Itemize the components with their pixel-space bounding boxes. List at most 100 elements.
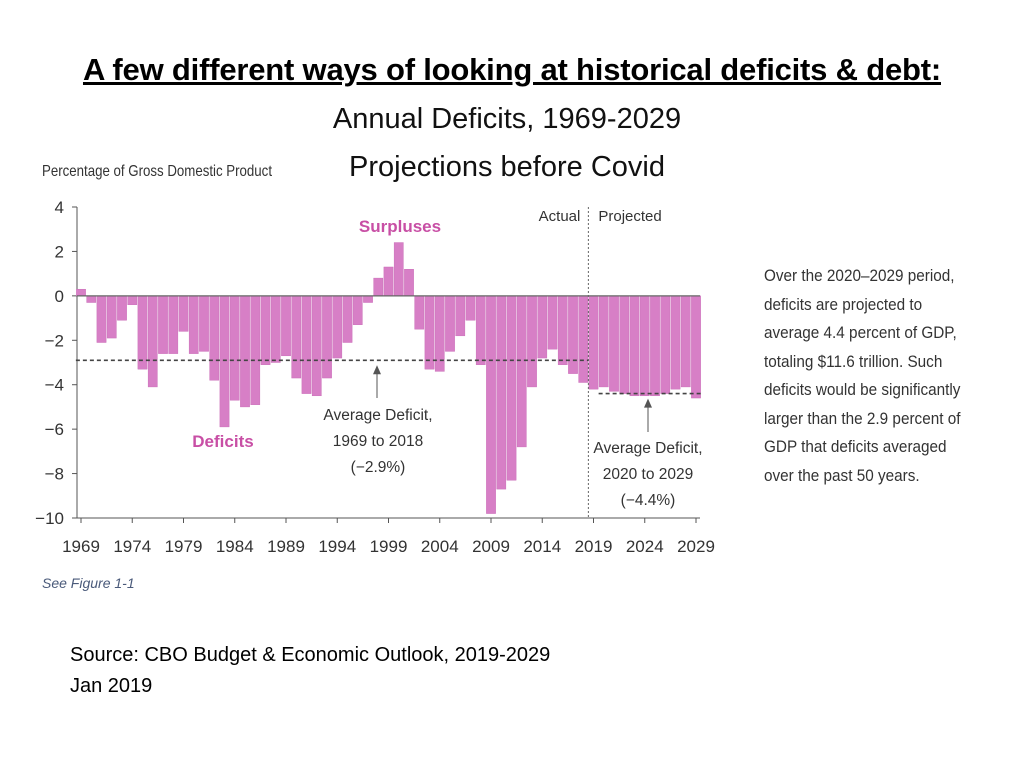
x-tick-label: 1979 xyxy=(165,537,203,556)
bar-1987 xyxy=(260,295,271,365)
bar-1976 xyxy=(147,295,158,388)
x-tick-label: 1974 xyxy=(113,537,151,556)
bar-2000 xyxy=(393,242,404,297)
y-tick-label: −8 xyxy=(45,465,64,484)
bar-1979 xyxy=(178,295,189,332)
x-tick-label: 1989 xyxy=(267,537,305,556)
bar-1990 xyxy=(291,295,302,379)
average-actual-label: Average Deficit, xyxy=(323,407,432,424)
actual-label: Actual xyxy=(539,208,581,225)
x-tick-label: 1984 xyxy=(216,537,254,556)
bar-1975 xyxy=(137,295,148,370)
bar-2011 xyxy=(506,295,517,481)
bar-1993 xyxy=(322,295,332,379)
bar-2029 xyxy=(691,295,701,399)
x-tick-label: 2029 xyxy=(677,537,715,556)
bar-1985 xyxy=(240,295,250,408)
chart-commentary: Over the 2020–2029 period, deficits are … xyxy=(764,266,961,485)
bar-1974 xyxy=(127,295,138,305)
bar-2025 xyxy=(650,295,660,397)
bar-2018 xyxy=(578,295,589,383)
chart-subtitle: Annual Deficits, 1969-2029 xyxy=(332,103,682,135)
projected-label: Projected xyxy=(598,208,661,225)
chart-subtitle-note: Projections before Covid xyxy=(349,151,665,183)
average-actual-label: (−2.9%) xyxy=(351,459,406,476)
bar-2001 xyxy=(404,269,414,297)
bar-2009 xyxy=(486,295,496,514)
bar-2003 xyxy=(424,295,435,370)
bar-1973 xyxy=(117,295,127,321)
bar-1986 xyxy=(250,295,261,405)
bar-1992 xyxy=(311,295,322,397)
bar-1972 xyxy=(106,295,117,339)
bar-2022 xyxy=(619,295,630,394)
bar-1995 xyxy=(342,295,353,343)
x-tick-label: 2024 xyxy=(626,537,664,556)
average-projected-label: 2020 to 2029 xyxy=(603,466,694,483)
bar-1998 xyxy=(373,277,384,297)
bar-1988 xyxy=(270,295,281,363)
x-tick-label: 2009 xyxy=(472,537,510,556)
y-tick-label: 4 xyxy=(55,198,64,217)
bar-1984 xyxy=(229,295,240,401)
bar-1989 xyxy=(281,295,291,357)
y-axis-title: Percentage of Gross Domestic Product xyxy=(42,163,272,180)
bar-2023 xyxy=(629,295,640,397)
x-tick-label: 2019 xyxy=(575,537,613,556)
y-tick-label: 2 xyxy=(55,242,64,261)
bar-1983 xyxy=(219,295,230,428)
bar-2002 xyxy=(414,295,425,330)
x-tick-label: 2004 xyxy=(421,537,459,556)
bar-1996 xyxy=(352,295,363,325)
average-actual-arrow-head xyxy=(373,365,381,375)
bar-2021 xyxy=(609,295,619,392)
bar-2024 xyxy=(639,295,650,397)
bar-2020 xyxy=(598,295,609,388)
source-line: Source: CBO Budget & Economic Outlook, 2… xyxy=(70,644,551,666)
x-tick-label: 1994 xyxy=(318,537,356,556)
y-tick-label: −4 xyxy=(45,376,64,395)
figure-reference: See Figure 1-1 xyxy=(42,575,135,591)
bar-2026 xyxy=(660,295,671,394)
bar-1991 xyxy=(301,295,312,394)
bar-2008 xyxy=(475,295,486,365)
source-date: Jan 2019 xyxy=(70,675,153,697)
average-projected-label: (−4.4%) xyxy=(621,492,676,509)
bar-1999 xyxy=(383,266,394,297)
deficit-bar-chart: Percentage of Gross Domestic Product 4 2 0 −… xyxy=(35,163,715,591)
bar-1981 xyxy=(199,295,209,352)
deficits-annotation: Deficits xyxy=(192,432,253,451)
bar-2013 xyxy=(527,295,537,388)
bar-1969 xyxy=(76,288,86,297)
surpluses-annotation: Surpluses xyxy=(359,217,441,236)
bar-1997 xyxy=(363,295,373,303)
bar-1978 xyxy=(168,295,179,354)
bar-2010 xyxy=(496,295,507,490)
bar-2015 xyxy=(547,295,558,350)
bar-1970 xyxy=(86,295,97,303)
bar-1971 xyxy=(96,295,107,343)
bar-1980 xyxy=(188,295,199,354)
bar-2005 xyxy=(445,295,455,352)
bar-2006 xyxy=(455,295,466,337)
slide-title: A few different ways of looking at histo… xyxy=(82,52,941,87)
y-tick-label: −6 xyxy=(45,420,64,439)
bar-2017 xyxy=(568,295,578,374)
y-tick-label: −10 xyxy=(35,509,64,528)
x-tick-label: 2014 xyxy=(523,537,561,556)
bar-2016 xyxy=(557,295,568,365)
bar-1977 xyxy=(158,295,168,354)
source-citation: Source: CBO Budget & Economic Outlook, 2… xyxy=(70,640,550,702)
bar-2014 xyxy=(537,295,548,359)
bar-2027 xyxy=(670,295,681,390)
bar-1982 xyxy=(209,295,220,381)
x-tick-label: 1969 xyxy=(62,537,100,556)
bar-2019 xyxy=(588,295,599,390)
y-tick-label: −2 xyxy=(45,331,64,350)
bar-2028 xyxy=(680,295,691,388)
average-projected-arrow-head xyxy=(644,398,652,408)
x-tick-label: 1999 xyxy=(370,537,408,556)
bar-1994 xyxy=(332,295,343,359)
average-actual-label: 1969 to 2018 xyxy=(333,433,424,450)
y-tick-label: 0 xyxy=(55,287,64,306)
